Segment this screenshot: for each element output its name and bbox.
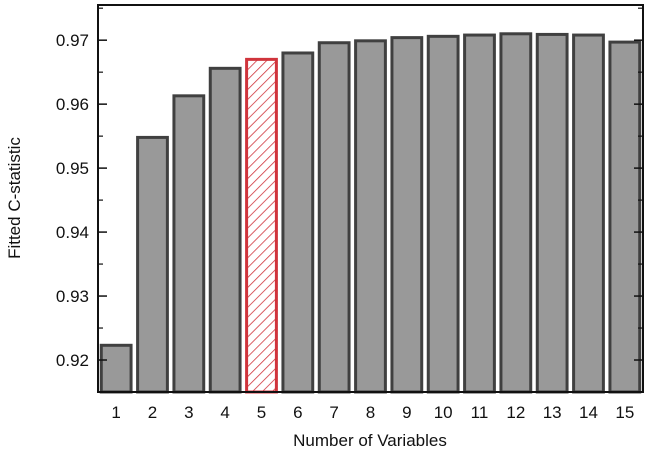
x-tick-label-15: 15 — [615, 403, 634, 422]
bar-highlighted-5 — [245, 57, 278, 394]
x-tick-label-6: 6 — [293, 403, 302, 422]
x-tick-label-5: 5 — [257, 403, 266, 422]
x-tick-label-9: 9 — [402, 403, 411, 422]
bar-14 — [572, 33, 605, 394]
x-tick-label-7: 7 — [329, 403, 338, 422]
x-axis: 1 2 3 4 5 6 7 8 9 10 11 12 13 14 15 — [111, 403, 634, 422]
plot-frame — [97, 4, 644, 393]
bar-11 — [463, 33, 496, 394]
y-axis-title: Fitted C-statistic — [5, 137, 24, 259]
y-tick-label: 0.92 — [56, 351, 89, 370]
bar-2 — [136, 135, 169, 394]
x-tick-label-10: 10 — [434, 403, 453, 422]
y-tick-label: 0.93 — [56, 287, 89, 306]
x-tick-label-14: 14 — [579, 403, 598, 422]
x-tick-label-1: 1 — [111, 403, 120, 422]
bar-4 — [208, 66, 242, 394]
x-tick-label-12: 12 — [506, 403, 525, 422]
y-tick-label: 0.95 — [56, 159, 89, 178]
x-tick-label-2: 2 — [148, 403, 157, 422]
bar-10 — [426, 34, 460, 394]
y-tick-label: 0.94 — [56, 223, 89, 242]
bar-12 — [499, 32, 533, 394]
y-axis: 0.92 0.93 0.94 0.95 0.96 0.97 — [56, 7, 643, 370]
bar-8 — [354, 39, 387, 394]
x-tick-label-11: 11 — [471, 403, 489, 422]
bar-7 — [317, 41, 351, 394]
x-tick-label-3: 3 — [184, 403, 193, 422]
x-tick-label-8: 8 — [366, 403, 375, 422]
bar-15 — [608, 40, 642, 394]
bar-series — [99, 32, 642, 394]
bar-13 — [535, 32, 569, 394]
bar-3 — [172, 94, 206, 394]
bar-6 — [281, 51, 315, 394]
x-axis-title: Number of Variables — [293, 431, 447, 450]
bar-1 — [99, 343, 133, 394]
x-tick-label-4: 4 — [220, 403, 229, 422]
y-tick-label: 0.97 — [56, 31, 89, 50]
bar-9 — [390, 36, 424, 394]
y-tick-label: 0.96 — [56, 95, 89, 114]
x-tick-label-13: 13 — [543, 403, 562, 422]
